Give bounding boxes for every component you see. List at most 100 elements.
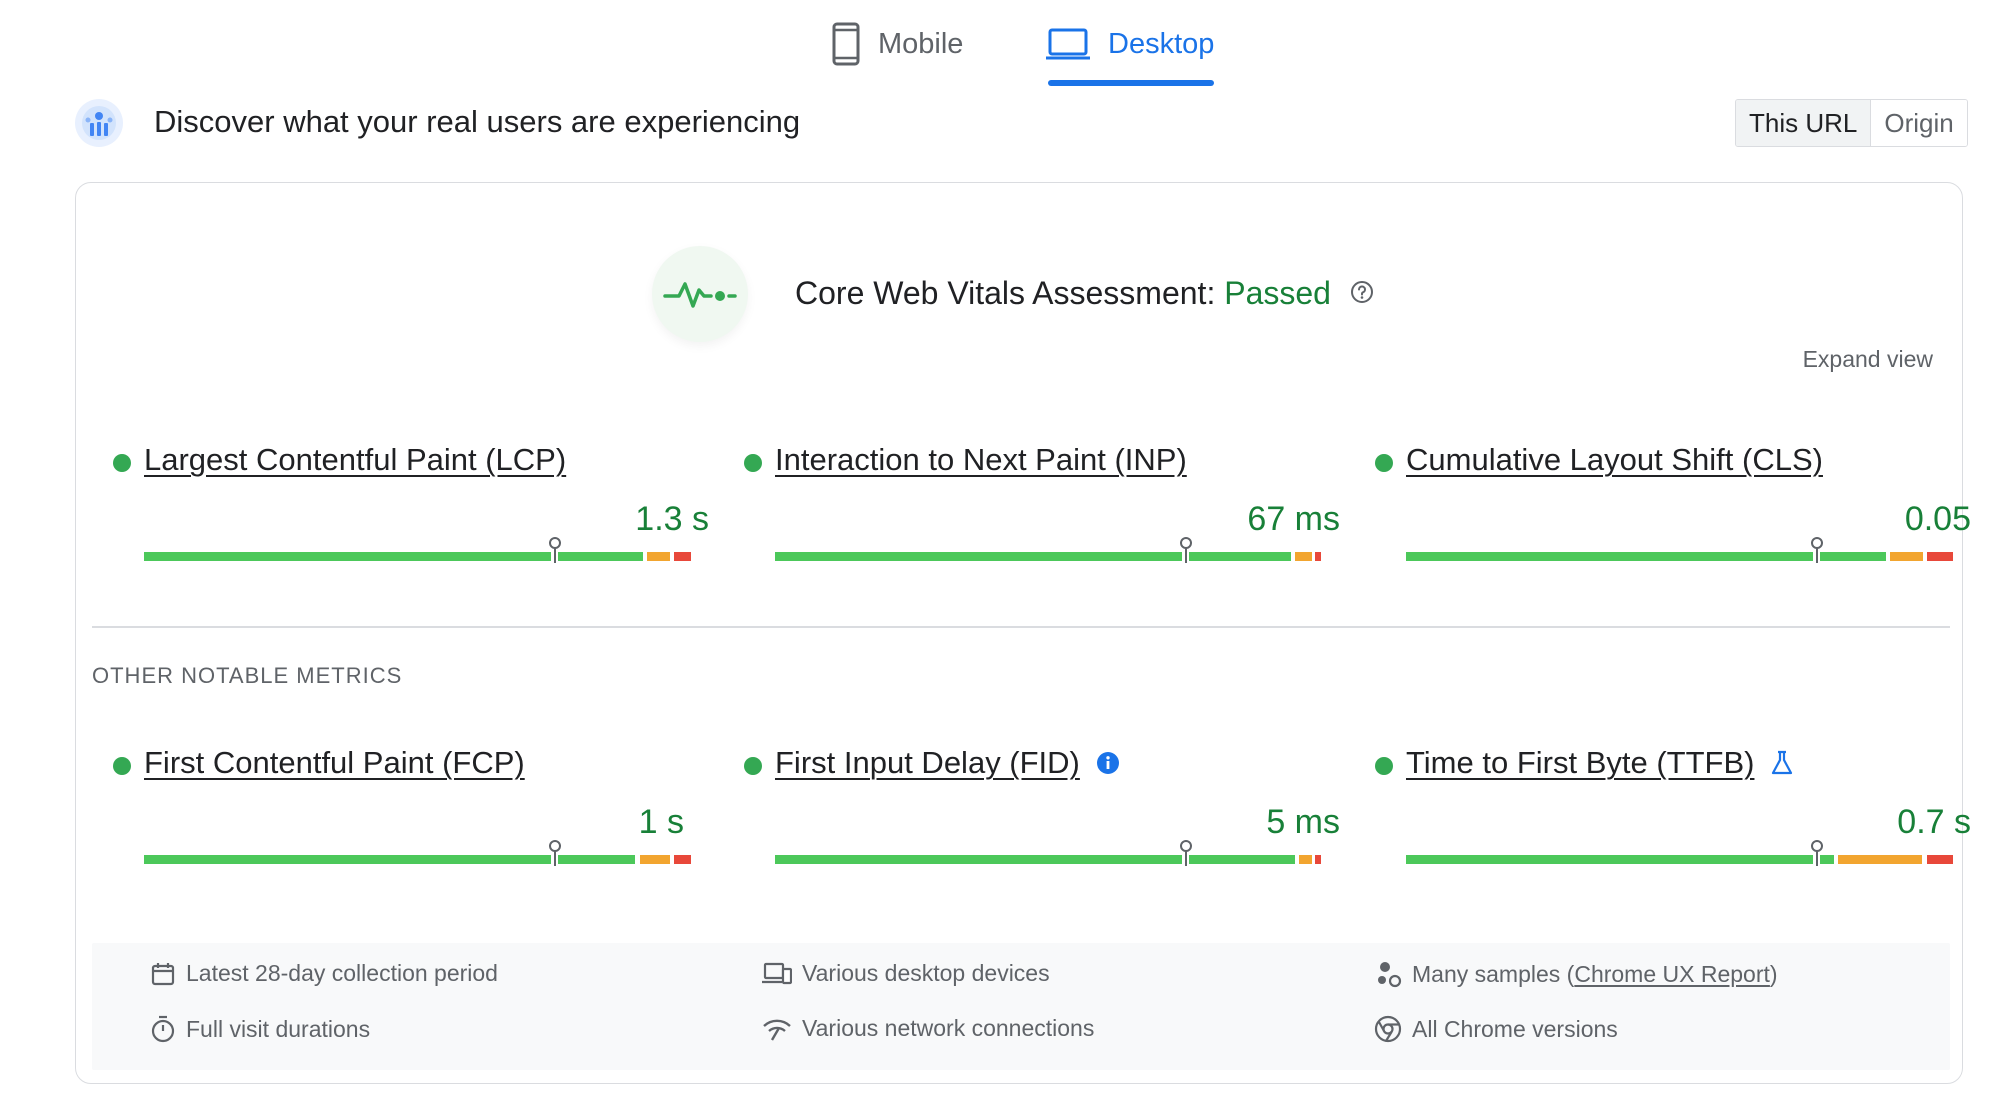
status-dot xyxy=(744,454,762,472)
chrome-ux-report-link[interactable]: Chrome UX Report xyxy=(1574,960,1770,987)
device-tabs: Mobile Desktop xyxy=(0,0,1999,88)
chrome-versions-text: All Chrome versions xyxy=(1412,1015,1618,1042)
metric-value-ttfb: 0.7 s xyxy=(1897,803,1971,841)
metric-value-fcp: 1 s xyxy=(638,803,684,841)
percentile-marker-icon xyxy=(1180,840,1192,866)
bar-segment-needs-improvement xyxy=(1890,552,1923,561)
bar-segment-good xyxy=(775,552,1182,561)
percentile-marker-icon xyxy=(1811,840,1823,866)
assessment-label: Core Web Vitals Assessment: xyxy=(795,275,1216,311)
page-title: Discover what your real users are experi… xyxy=(154,104,801,139)
metric-value-cls: 0.05 xyxy=(1904,500,1971,538)
metric-name-fid[interactable]: First Input Delay (FID) xyxy=(775,745,1080,780)
bar-segment-poor xyxy=(1315,552,1321,561)
status-dot xyxy=(113,757,131,775)
percentile-marker-icon xyxy=(549,840,561,866)
metric-fid: First Input Delay (FID) 5 ms xyxy=(744,745,1340,866)
metric-title-ttfb: Time to First Byte (TTFB) xyxy=(1406,745,1794,781)
distribution-bar xyxy=(1406,855,1956,864)
percentile-marker-icon xyxy=(549,537,561,563)
bar-segment-poor xyxy=(1927,552,1953,561)
bar-segment-good xyxy=(1189,855,1295,864)
collection-info-panel xyxy=(92,943,1950,1070)
collection-period-text: Latest 28-day collection period xyxy=(186,960,498,986)
metric-lcp: Largest Contentful Paint (LCP) 1.3 s xyxy=(113,442,709,563)
status-dot xyxy=(744,757,762,775)
network-signal-icon xyxy=(763,1019,791,1041)
flask-icon[interactable] xyxy=(1770,750,1794,776)
bar-segment-good xyxy=(775,855,1182,864)
tab-desktop-label: Desktop xyxy=(1108,27,1215,60)
metric-name-inp[interactable]: Interaction to Next Paint (INP) xyxy=(775,442,1187,477)
samples-suffix: ) xyxy=(1769,960,1778,987)
tab-desktop[interactable]: Desktop xyxy=(1046,14,1214,74)
bar-segment-needs-improvement xyxy=(647,552,670,561)
metric-title-fid: First Input Delay (FID) xyxy=(775,745,1120,781)
chrome-versions-info: All Chrome versions xyxy=(1374,1015,1618,1043)
samples-prefix: Many samples ( xyxy=(1412,960,1575,987)
assessment-status: Passed xyxy=(1224,275,1331,311)
help-icon[interactable] xyxy=(1350,280,1374,304)
mobile-phone-icon xyxy=(832,22,860,66)
bar-segment-good xyxy=(1406,855,1813,864)
samples-icon xyxy=(1378,962,1402,988)
assessment-heading: Core Web Vitals Assessment: Passed xyxy=(795,275,1331,312)
visit-durations-text: Full visit durations xyxy=(186,1015,371,1042)
bar-segment-good xyxy=(144,552,551,561)
distribution-bar xyxy=(775,552,1325,561)
this-url-button[interactable]: This URL xyxy=(1736,100,1872,146)
network-text: Various network connections xyxy=(802,1015,1095,1041)
visit-durations-info: Full visit durations xyxy=(150,1015,370,1043)
metric-name-cls[interactable]: Cumulative Layout Shift (CLS) xyxy=(1406,442,1823,477)
distribution-bar xyxy=(775,855,1325,864)
metric-ttfb: Time to First Byte (TTFB) 0.7 s xyxy=(1375,745,1971,866)
metric-fcp: First Contentful Paint (FCP) 1 s xyxy=(113,745,691,866)
bar-segment-good xyxy=(144,855,551,864)
metric-name-lcp[interactable]: Largest Contentful Paint (LCP) xyxy=(144,442,567,477)
laptop-icon xyxy=(1046,28,1090,60)
bar-segment-poor xyxy=(1315,855,1321,864)
bar-segment-good xyxy=(558,552,643,561)
status-dot xyxy=(113,454,131,472)
bar-segment-good xyxy=(1189,552,1291,561)
chrome-icon xyxy=(1374,1015,1402,1043)
metric-value-inp: 67 ms xyxy=(1247,500,1340,538)
origin-button[interactable]: Origin xyxy=(1871,100,1967,146)
bar-segment-good xyxy=(558,855,635,864)
crux-users-icon xyxy=(75,99,123,147)
distribution-bar xyxy=(144,855,694,864)
percentile-marker-icon xyxy=(1811,537,1823,563)
metric-value-fid: 5 ms xyxy=(1266,803,1340,841)
info-icon[interactable] xyxy=(1096,751,1120,775)
stopwatch-icon xyxy=(151,1015,175,1043)
other-metrics-heading: OTHER NOTABLE METRICS xyxy=(92,663,403,688)
vitals-pulse-badge xyxy=(652,246,748,342)
bar-segment-poor xyxy=(674,855,691,864)
network-info: Various network connections xyxy=(762,1015,1094,1042)
expand-view-button[interactable]: Expand view xyxy=(1802,346,1933,372)
devices-info: Various desktop devices xyxy=(762,960,1050,987)
metric-inp: Interaction to Next Paint (INP) 67 ms xyxy=(744,442,1340,563)
collection-period-info: Latest 28-day collection period xyxy=(150,960,498,987)
distribution-bar xyxy=(144,552,694,561)
metric-value-lcp: 1.3 s xyxy=(635,500,709,538)
calendar-icon xyxy=(151,962,175,985)
bar-segment-needs-improvement xyxy=(640,855,670,864)
metric-name-ttfb[interactable]: Time to First Byte (TTFB) xyxy=(1406,745,1755,780)
percentile-marker-icon xyxy=(1180,537,1192,563)
tab-mobile[interactable]: Mobile xyxy=(832,14,963,74)
bar-segment-good xyxy=(1406,552,1813,561)
section-divider xyxy=(92,626,1950,628)
bar-segment-good xyxy=(1820,552,1886,561)
distribution-bar xyxy=(1406,552,1956,561)
devices-icon xyxy=(762,962,792,984)
active-tab-indicator xyxy=(1048,80,1214,86)
metric-name-fcp[interactable]: First Contentful Paint (FCP) xyxy=(144,745,525,780)
devices-text: Various desktop devices xyxy=(802,960,1050,986)
bar-segment-needs-improvement xyxy=(1295,552,1312,561)
status-dot xyxy=(1375,454,1393,472)
field-data-card xyxy=(75,182,1963,1084)
bar-segment-poor xyxy=(674,552,691,561)
pulse-icon xyxy=(663,282,737,308)
status-dot xyxy=(1375,757,1393,775)
